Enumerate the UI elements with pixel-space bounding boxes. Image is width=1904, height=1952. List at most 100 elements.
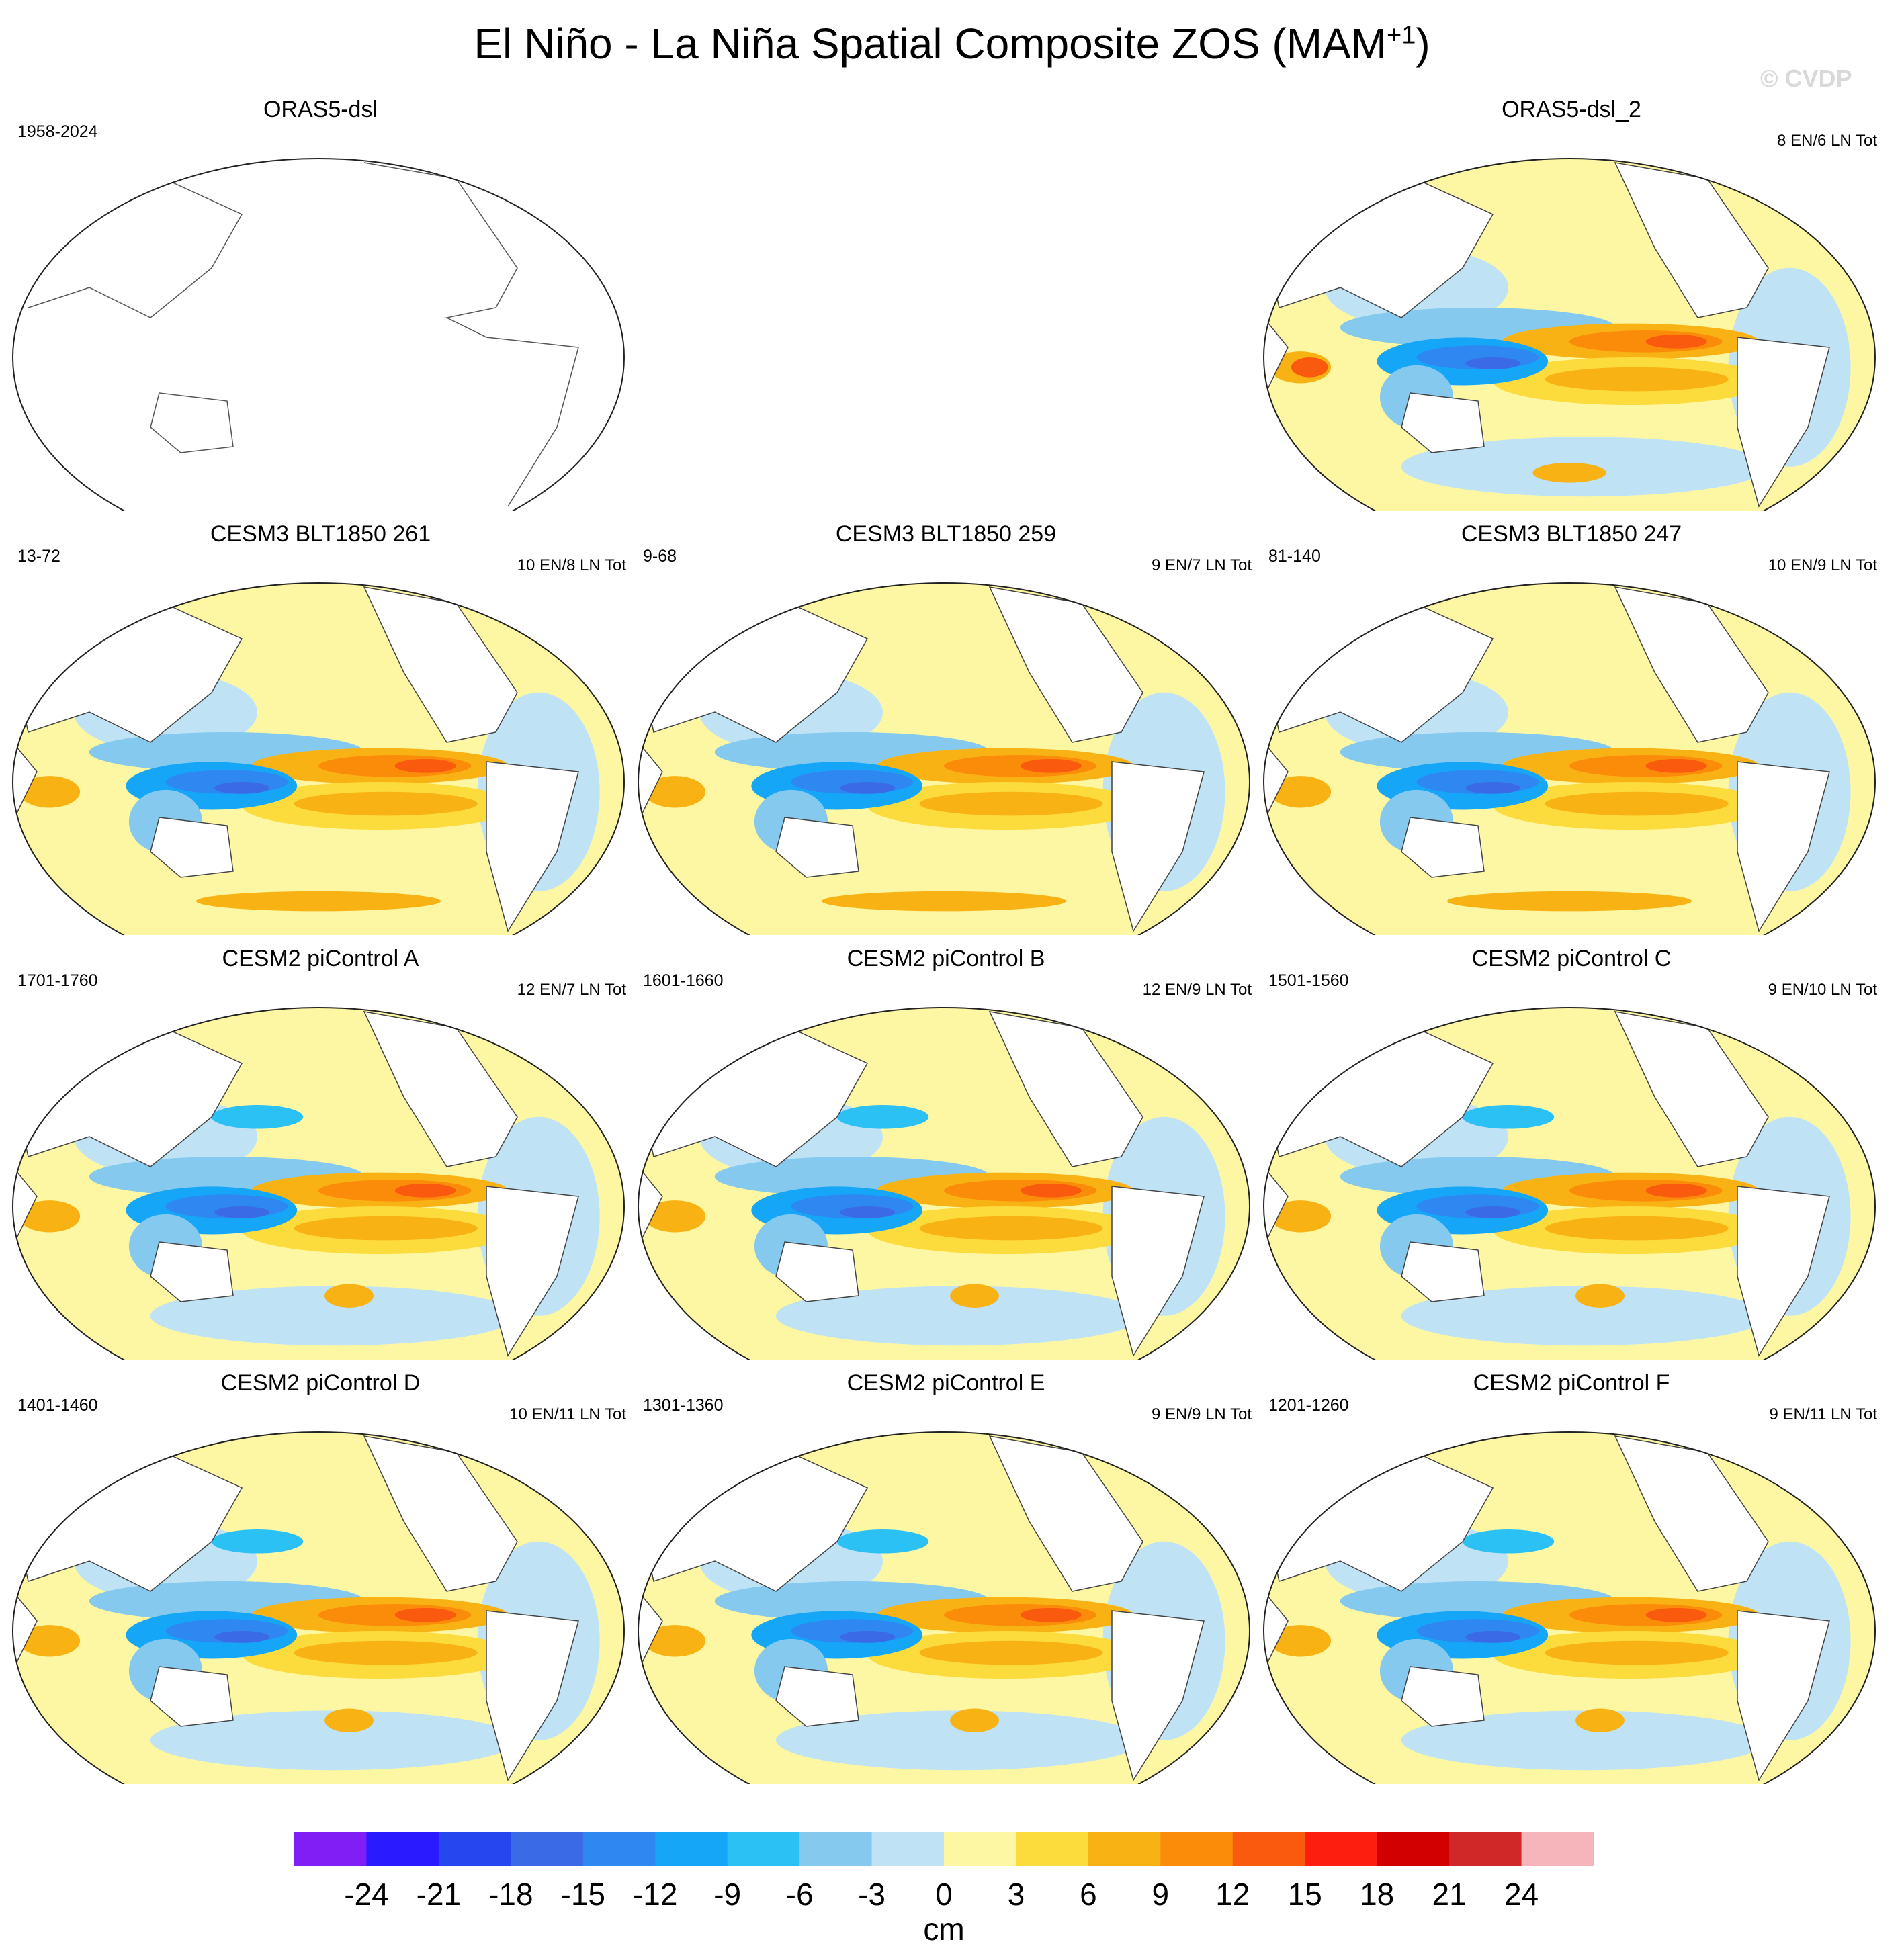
south-pacific-warm-patch — [950, 1708, 999, 1732]
south-america-land — [486, 1186, 579, 1357]
colorbar-swatch — [871, 1832, 945, 1866]
africa-land — [1264, 1589, 1289, 1671]
coastline-asia — [28, 162, 243, 318]
map-border — [1263, 1431, 1876, 1784]
south-america-land — [486, 1610, 579, 1781]
north-pacific-cold-patch — [211, 1529, 304, 1554]
south-america-land — [1737, 337, 1830, 508]
map-cesm2-d — [12, 1431, 625, 1784]
africa-land — [1264, 316, 1289, 398]
panel-period: 1501-1560 — [1268, 971, 1349, 990]
australia-land — [150, 817, 234, 878]
map-border — [638, 1431, 1250, 1784]
north-equatorial-warm-max — [394, 1183, 456, 1198]
map-panel-orasl5-dsl: ORAS5-dsl 1958-2024 — [8, 94, 633, 511]
map-panel-cesm2-f: CESM2 piControl F 1201-1260 9 EN/11 LN Tot — [1259, 1368, 1884, 1784]
colorbar-tick-label: 6 — [1080, 1877, 1097, 1912]
map-panel-cesm2-d: CESM2 piControl D 1401-1460 10 EN/11 LN To… — [8, 1368, 633, 1784]
colorbar-tick-label: 15 — [1288, 1877, 1322, 1912]
colorbar-swatch — [1521, 1832, 1594, 1866]
colorbar-swatch — [1088, 1832, 1161, 1866]
southern-ocean-anomaly — [150, 1286, 517, 1346]
indian-ocean-warm-anomaly — [644, 1625, 706, 1657]
panel-event-counts: 9 EN/11 LN Tot — [1769, 1405, 1877, 1423]
southern-ocean-anomaly — [775, 1710, 1143, 1771]
north-pacific-cold-patch — [836, 1529, 929, 1554]
southern-ocean-anomaly — [775, 1286, 1143, 1346]
north-pacific-cold-patch — [1462, 1105, 1555, 1129]
map-panel-cesm3-261: CESM3 BLT1850 261 13-72 10 EN/8 LN Tot — [8, 519, 633, 935]
southern-ocean-anomaly — [1401, 1710, 1768, 1771]
panel-title: CESM3 BLT1850 247 — [1461, 521, 1682, 547]
map-cesm2-b — [638, 1007, 1250, 1360]
map-border — [12, 158, 625, 511]
map-orasl5-dsl — [12, 158, 625, 511]
south-america-land — [1737, 1186, 1830, 1357]
south-equatorial-warm-core — [294, 1216, 478, 1241]
panel-event-counts: 12 EN/9 LN Tot — [1142, 981, 1252, 999]
south-pacific-warm-patch — [324, 1708, 374, 1732]
southern-ocean-anomaly — [1401, 1286, 1768, 1346]
africa-land — [13, 1589, 38, 1671]
panel-title: ORAS5-dsl — [263, 97, 378, 122]
south-equatorial-warm-core — [1545, 791, 1729, 816]
colorbar-swatch — [944, 1832, 1016, 1866]
colorbar-tick-label: 9 — [1152, 1877, 1170, 1912]
north-equatorial-warm-max — [394, 1607, 456, 1622]
map-panel-cesm2-c: CESM2 piControl C 1501-1560 9 EN/10 LN Tot — [1259, 943, 1884, 1360]
north-equatorial-warm-max — [1645, 1183, 1707, 1198]
africa-land — [638, 740, 663, 822]
panel-title: CESM2 piControl B — [847, 946, 1045, 971]
south-america-land — [486, 761, 579, 932]
colorbar-swatch — [727, 1832, 800, 1866]
west-pacific-cold-max — [1465, 1631, 1521, 1643]
panel-period: 1601-1660 — [643, 971, 724, 990]
africa-land — [13, 740, 38, 822]
panel-title: CESM2 piControl F — [1473, 1370, 1670, 1396]
north-equatorial-warm-max — [1020, 1183, 1082, 1198]
panel-event-counts: 10 EN/8 LN Tot — [517, 556, 626, 574]
south-america-land — [1111, 761, 1205, 932]
south-equatorial-warm-core — [1545, 1640, 1729, 1665]
map-cesm2-f — [1263, 1431, 1876, 1784]
indian-ocean-warm-anomaly — [1270, 776, 1332, 808]
colorbar-tick-label: 3 — [1008, 1877, 1025, 1912]
panel-event-counts: 10 EN/9 LN Tot — [1768, 556, 1877, 574]
indian-ocean-warm-anomaly — [19, 776, 81, 808]
indian-ocean-warm-anomaly — [644, 1200, 706, 1233]
indian-ocean-warm-anomaly — [1270, 1200, 1332, 1233]
map-cesm2-e — [638, 1431, 1250, 1784]
africa-land — [1264, 740, 1289, 822]
north-pacific-cold-patch — [1462, 1529, 1555, 1554]
map-border — [1263, 582, 1876, 935]
panel-title: CESM2 piControl E — [847, 1370, 1045, 1396]
australia-land — [1401, 1241, 1485, 1302]
panel-event-counts: 12 EN/7 LN Tot — [517, 981, 626, 999]
africa-land — [638, 1589, 663, 1671]
southern-ocean-warm-band — [196, 891, 441, 912]
map-border — [638, 1007, 1250, 1360]
panel-period: 1201-1260 — [1268, 1396, 1349, 1415]
south-equatorial-warm-core — [919, 1640, 1103, 1665]
panel-period: 1401-1460 — [17, 1396, 98, 1415]
colorbar-tick-label: -12 — [633, 1877, 677, 1912]
panel-period: 13-72 — [17, 547, 60, 566]
panel-period: 1301-1360 — [643, 1396, 724, 1415]
north-equatorial-warm-max — [1020, 758, 1082, 773]
colorbar-tick-label: -6 — [786, 1877, 814, 1912]
south-america-land — [1111, 1610, 1205, 1781]
colorbar-swatch — [1377, 1832, 1450, 1866]
panel-period: 1958-2024 — [17, 122, 98, 141]
map-panel-cesm2-e: CESM2 piControl E 1301-1360 9 EN/9 LN Tot — [634, 1368, 1258, 1784]
west-pacific-cold-max — [840, 1631, 896, 1643]
panel-period: 1701-1760 — [17, 971, 98, 990]
map-cesm2-c — [1263, 1007, 1876, 1360]
map-cesm3-247 — [1263, 582, 1876, 935]
colorbar-swatch — [366, 1832, 439, 1866]
map-orasl5-dsl-2 — [1263, 158, 1876, 511]
panel-title: CESM2 piControl D — [220, 1370, 421, 1396]
colorbar-tick-label: -21 — [417, 1877, 461, 1912]
map-panel-cesm2-a: CESM2 piControl A 1701-1760 12 EN/7 LN Tot — [8, 943, 633, 1360]
south-pacific-warm-patch — [1575, 1708, 1625, 1732]
west-pacific-cold-max — [1465, 782, 1521, 794]
